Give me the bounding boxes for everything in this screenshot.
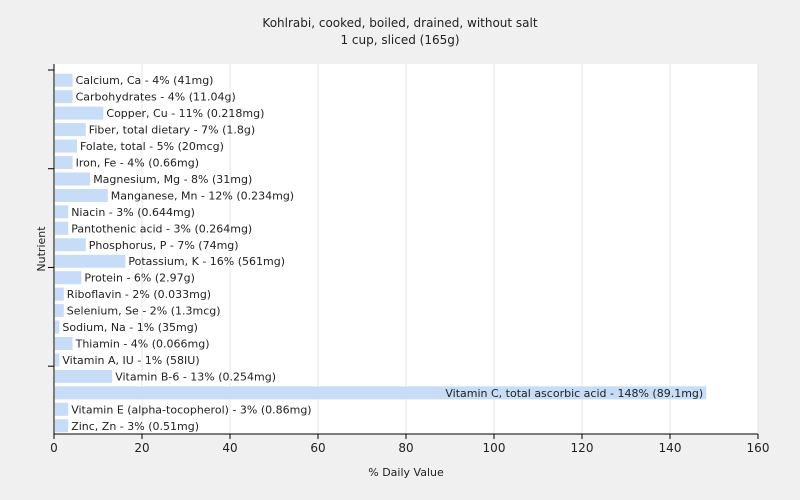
- bar-9: [55, 221, 69, 235]
- bar-14: [55, 304, 64, 318]
- x-tick-label-160: 160: [747, 441, 770, 455]
- bar-label-20: Vitamin E (alpha-tocopherol) - 3% (0.86m…: [71, 403, 311, 416]
- bar-label-9: Pantothenic acid - 3% (0.264mg): [71, 222, 252, 235]
- bar-label-15: Sodium, Na - 1% (35mg): [62, 321, 198, 334]
- bar-0: [55, 73, 73, 87]
- bar-5: [55, 156, 73, 169]
- gridlines: [54, 64, 759, 434]
- bar-20: [55, 402, 69, 416]
- bar-2: [55, 106, 104, 120]
- x-axis-title: % Daily Value: [368, 466, 444, 479]
- bar-label-5: Iron, Fe - 4% (0.66mg): [76, 157, 199, 170]
- bar-label-18: Vitamin B-6 - 13% (0.254mg): [115, 370, 276, 383]
- bar-label-2: Copper, Cu - 11% (0.218mg): [106, 107, 264, 120]
- bar-12: [55, 271, 82, 285]
- bar-19: [55, 386, 707, 400]
- bars: Calcium, Ca - 4% (41mg) Carbohydrates - 4…: [55, 73, 707, 433]
- bar-1: [55, 90, 73, 104]
- bar-13: [55, 287, 64, 301]
- chart-subtitle: 1 cup, sliced (165g): [340, 33, 459, 47]
- bar-6: [55, 172, 91, 186]
- y-axis-title: Nutrient: [35, 226, 48, 272]
- bar-10: [55, 238, 86, 252]
- bar-label-7: Manganese, Mn - 12% (0.234mg): [111, 189, 294, 202]
- bar-11: [55, 254, 126, 268]
- bar-label-1: Carbohydrates - 4% (11.04g): [76, 91, 236, 104]
- x-tick-label-40: 40: [222, 441, 237, 455]
- x-tick-label-140: 140: [659, 441, 682, 455]
- bar-label-12: Protein - 6% (2.97g): [84, 272, 195, 285]
- bar-label-16: Thiamin - 4% (0.066mg): [75, 338, 210, 351]
- axes: 0 20 40 60 80 100 120 140 160: [48, 64, 769, 455]
- bar-17: [55, 353, 60, 367]
- bar-16: [55, 337, 73, 350]
- bar-label-19: Vitamin C, total ascorbic acid - 148% (8…: [445, 387, 703, 400]
- x-tick-label-80: 80: [398, 441, 413, 455]
- bar-18: [55, 369, 113, 383]
- bar-label-6: Magnesium, Mg - 8% (31mg): [93, 173, 252, 186]
- x-tick-label-100: 100: [483, 441, 506, 455]
- x-tick-label-0: 0: [50, 441, 58, 455]
- bar-label-4: Folate, total - 5% (20mcg): [80, 140, 224, 153]
- bar-label-11: Potassium, K - 16% (561mg): [128, 255, 285, 268]
- bar-label-3: Fiber, total dietary - 7% (1.8g): [89, 124, 255, 137]
- x-tick-label-60: 60: [310, 441, 325, 455]
- bar-7: [55, 188, 108, 202]
- bar-label-21: Zinc, Zn - 3% (0.51mg): [71, 420, 199, 433]
- bar-8: [55, 205, 69, 219]
- bar-4: [55, 139, 77, 153]
- bar-21: [55, 419, 69, 433]
- bar-label-0: Calcium, Ca - 4% (41mg): [76, 74, 214, 87]
- bar-label-17: Vitamin A, IU - 1% (58IU): [62, 354, 199, 367]
- chart-title: Kohlrabi, cooked, boiled, drained, witho…: [262, 16, 537, 30]
- bar-label-10: Phosphorus, P - 7% (74mg): [89, 239, 239, 252]
- x-tick-label-120: 120: [571, 441, 594, 455]
- bar-label-13: Riboflavin - 2% (0.033mg): [67, 288, 211, 301]
- bar-3: [55, 123, 86, 137]
- bar-15: [55, 320, 60, 334]
- bar-label-14: Selenium, Se - 2% (1.3mcg): [67, 305, 221, 318]
- bar-label-8: Niacin - 3% (0.644mg): [71, 206, 195, 219]
- x-tick-label-20: 20: [134, 441, 149, 455]
